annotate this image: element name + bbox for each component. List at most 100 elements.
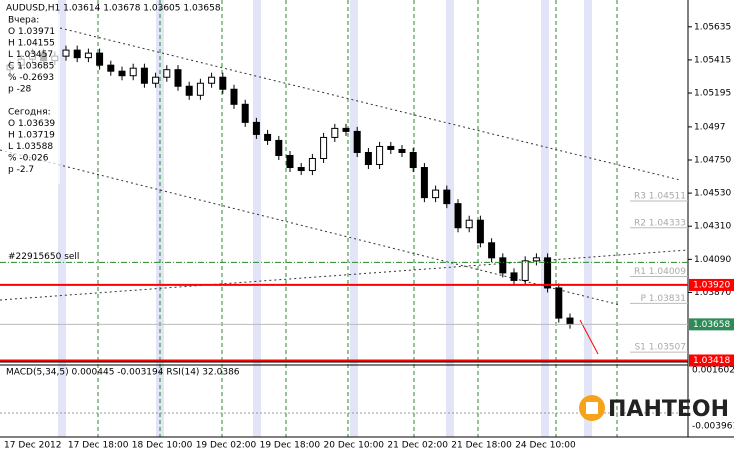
candle-body	[129, 67, 137, 77]
candle-body	[96, 52, 104, 66]
candle-body	[376, 145, 384, 166]
candle-body	[409, 151, 417, 169]
pivot-label: S1 1.03507	[634, 343, 686, 353]
info-line: Сегодня:	[8, 108, 51, 118]
channel-line	[59, 27, 681, 181]
candle-body	[196, 82, 204, 96]
candle-body	[465, 219, 473, 229]
pivot-label: R3 1.04511	[634, 191, 686, 201]
y-tick-label: 1.05415	[694, 55, 731, 65]
pivot-label: R1 1.04009	[634, 267, 686, 277]
x-tick-label: 19 Dec 02:00	[196, 441, 257, 451]
macd-label: MACD(5,34,5) 0.000445 -0.003194 RSI(14) …	[6, 368, 240, 378]
candle-body	[107, 64, 115, 72]
chart-title: AUDUSD,H1 1.03614 1.03678 1.03605 1.0365…	[6, 4, 221, 14]
candle-body	[499, 257, 507, 274]
price-box	[689, 354, 734, 367]
order-label: #22915650 sell	[8, 252, 79, 262]
candle-body	[230, 88, 238, 105]
logo-text: ПАНТЕОН	[608, 397, 729, 422]
info-line: H 1.03719	[8, 131, 55, 141]
y-tick-label: 1.04310	[694, 222, 731, 232]
info-line: L 1.03588	[8, 142, 53, 152]
candle-body	[163, 69, 171, 78]
candle-body	[208, 76, 216, 84]
session-band	[584, 0, 592, 437]
candle-body	[353, 130, 361, 153]
session-band	[541, 0, 549, 437]
candle-body	[364, 151, 372, 166]
info-line: % -0.2693	[8, 73, 54, 83]
x-tick-label: 17 Dec 18:00	[68, 441, 129, 451]
candle-body	[174, 69, 182, 87]
price-box	[689, 278, 734, 291]
candle-body	[84, 52, 92, 59]
candle-body	[443, 189, 451, 205]
candle-body	[275, 139, 283, 156]
x-tick-label: 19 Dec 18:00	[260, 441, 321, 451]
x-tick-label: 17 Dec 2012	[4, 441, 62, 451]
candle-body	[566, 317, 574, 325]
y-tick-label: 1.04750	[694, 156, 731, 166]
pivot-label: R2 1.04333	[634, 218, 686, 228]
info-line: O 1.03639	[8, 119, 55, 129]
candle-body	[476, 219, 484, 244]
info-line: Вчера:	[8, 16, 39, 26]
candle-body	[62, 49, 70, 57]
info-line: H 1.04155	[8, 39, 55, 49]
session-band	[446, 0, 454, 437]
macd-tick-label: -0.003961	[692, 422, 734, 432]
session-band	[253, 0, 261, 437]
info-line: p -28	[8, 85, 32, 95]
candle-body	[140, 67, 148, 84]
candle-body	[264, 133, 272, 141]
logo-icon	[586, 402, 598, 414]
x-tick-label: 18 Dec 10:00	[132, 441, 193, 451]
channel-line	[0, 149, 621, 306]
candle-body	[286, 154, 294, 169]
x-tick-label: 21 Dec 18:00	[451, 441, 512, 451]
info-line: p -2.7	[8, 165, 34, 175]
pivot-label: P 1.03831	[640, 294, 686, 304]
candle-body	[488, 242, 496, 259]
candle-body	[331, 127, 339, 138]
y-tick-label: 1.05635	[694, 22, 731, 32]
candle-body	[342, 127, 350, 132]
candle-body	[555, 287, 563, 319]
macd-tick-label: 0.001602	[692, 366, 734, 376]
candle-body	[219, 76, 227, 90]
price-box-label: 1.03658	[693, 320, 730, 330]
candle-body	[320, 136, 328, 159]
trend-arrow	[579, 319, 599, 355]
y-tick-label: 1.04090	[694, 255, 731, 265]
candle-body	[118, 70, 126, 77]
logo: ПАНТЕОН	[579, 395, 729, 422]
x-tick-label: 24 Dec 10:00	[515, 441, 576, 451]
candle-body	[152, 76, 160, 84]
x-tick-label: 21 Dec 02:00	[387, 441, 448, 451]
y-tick-label: 1.0497	[694, 122, 726, 132]
price-box	[689, 318, 734, 331]
info-box	[2, 14, 60, 184]
info-line: O 1.03971	[8, 27, 55, 37]
x-tick-label: 20 Dec 10:00	[324, 441, 385, 451]
info-line: L 1.03457	[8, 50, 53, 60]
session-band	[350, 0, 358, 437]
candle-body	[420, 167, 428, 199]
candle-body	[454, 203, 462, 229]
candle-body	[398, 148, 406, 153]
candle-body	[387, 145, 395, 150]
candle-body	[252, 121, 260, 135]
y-tick-label: 1.04530	[694, 189, 731, 199]
info-line: C 1.03685	[8, 62, 54, 72]
info-line: % -0.026	[8, 154, 49, 164]
candle-body	[297, 167, 305, 172]
candle-body	[308, 157, 316, 172]
y-tick-label: 1.03870	[694, 288, 731, 298]
y-tick-label: 1.05195	[694, 89, 731, 99]
candle-body	[510, 272, 518, 281]
candle-body	[532, 257, 540, 262]
candle-body	[544, 257, 552, 289]
